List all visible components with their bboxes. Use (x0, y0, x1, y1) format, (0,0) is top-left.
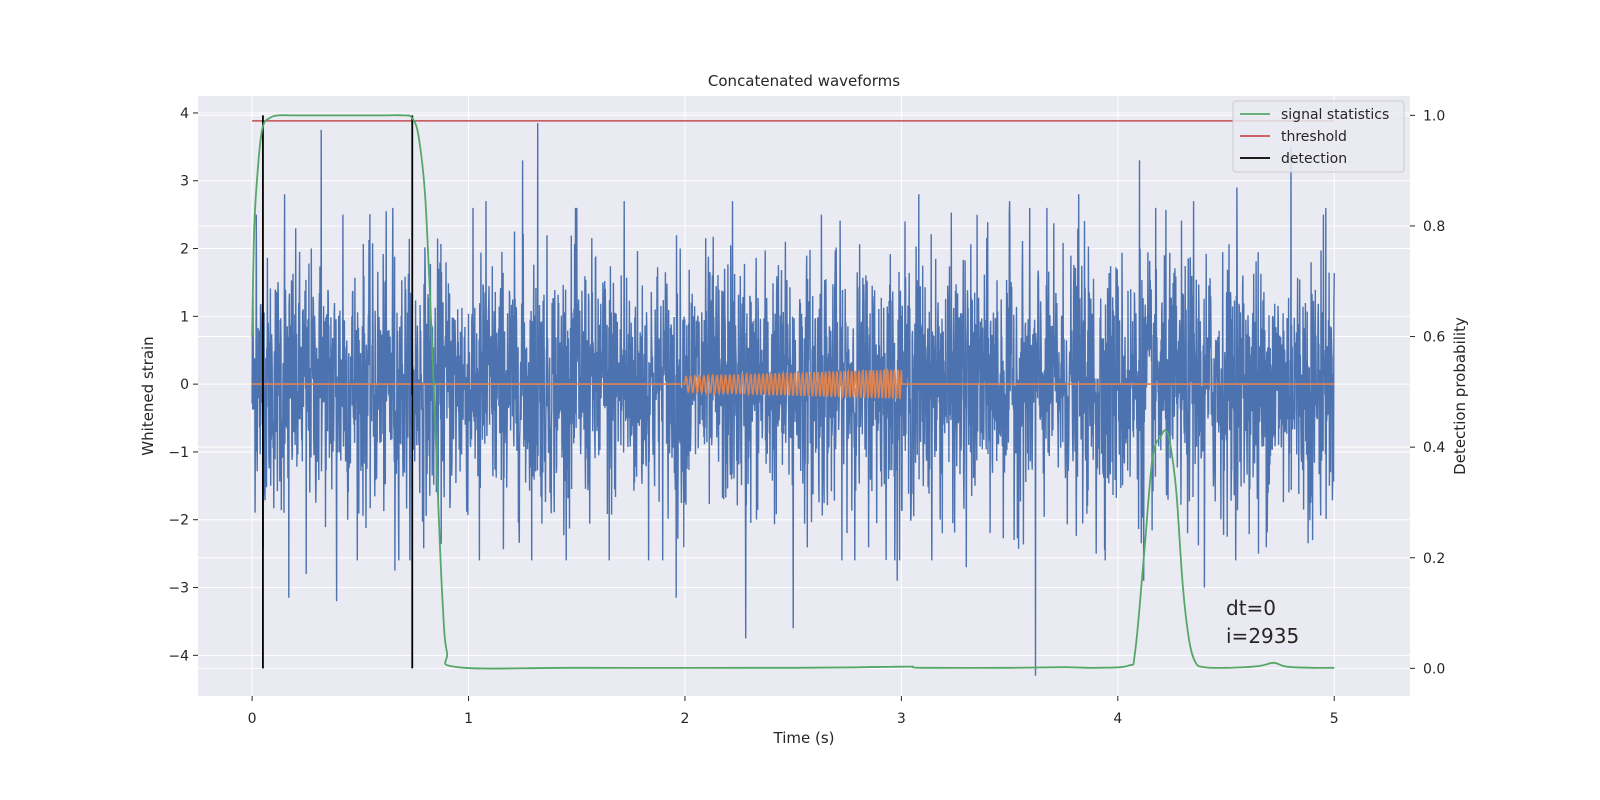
y-right-tick-label: 0.6 (1423, 330, 1445, 346)
legend: signal statistics threshold detection (1232, 100, 1405, 173)
x-tick-label: 2 (681, 711, 690, 727)
x-tick-label: 3 (897, 711, 906, 727)
y-tick-label: 2 (180, 242, 189, 258)
annotation-index: i=2935 (1226, 624, 1299, 648)
waveform-line (252, 367, 1335, 400)
x-tick-label: 0 (248, 711, 257, 727)
y-axis-title: Whitened strain (139, 336, 157, 455)
y-tick-label: 1 (180, 309, 189, 325)
y-tick-label: 0 (180, 377, 189, 393)
x-axis-title: Time (s) (773, 729, 835, 747)
legend-box (1232, 100, 1405, 173)
y-tick-label: −2 (168, 513, 189, 529)
y-tick-label: −1 (168, 445, 189, 461)
y-tick-label: −3 (168, 581, 189, 597)
chart-title: Concatenated waveforms (708, 72, 900, 90)
x-tick-label: 5 (1330, 711, 1339, 727)
strain-series (251, 123, 1335, 676)
y-axis-right-title: Detection probability (1451, 317, 1469, 475)
waveform-series (252, 367, 1335, 400)
signal-statistics-line (251, 114, 1335, 670)
detection-series (262, 115, 414, 669)
x-tick-label: 1 (464, 711, 473, 727)
y-right-tick-label: 0.2 (1423, 551, 1445, 567)
y-right-tick-label: 0.8 (1423, 219, 1445, 235)
legend-label-signal-statistics: signal statistics (1281, 107, 1389, 123)
strain-line (251, 123, 1335, 676)
annotation-dt: dt=0 (1226, 596, 1276, 620)
ticks: 0 1 2 3 4 5 −4 −3 −2 −1 0 1 2 3 4 0.0 0.2 0.4 0.6 0.8 1.0 (168, 106, 1445, 727)
y-right-tick-label: 1.0 (1423, 108, 1445, 124)
y-tick-label: 3 (180, 174, 189, 190)
y-right-tick-label: 0.4 (1423, 440, 1445, 456)
y-right-tick-label: 0.0 (1423, 661, 1445, 677)
y-tick-label: −4 (168, 648, 189, 664)
y-tick-label: 4 (180, 106, 189, 122)
x-tick-label: 4 (1113, 711, 1122, 727)
legend-label-threshold: threshold (1281, 129, 1347, 145)
legend-label-detection: detection (1281, 151, 1347, 167)
signal-statistics-series (251, 114, 1335, 670)
